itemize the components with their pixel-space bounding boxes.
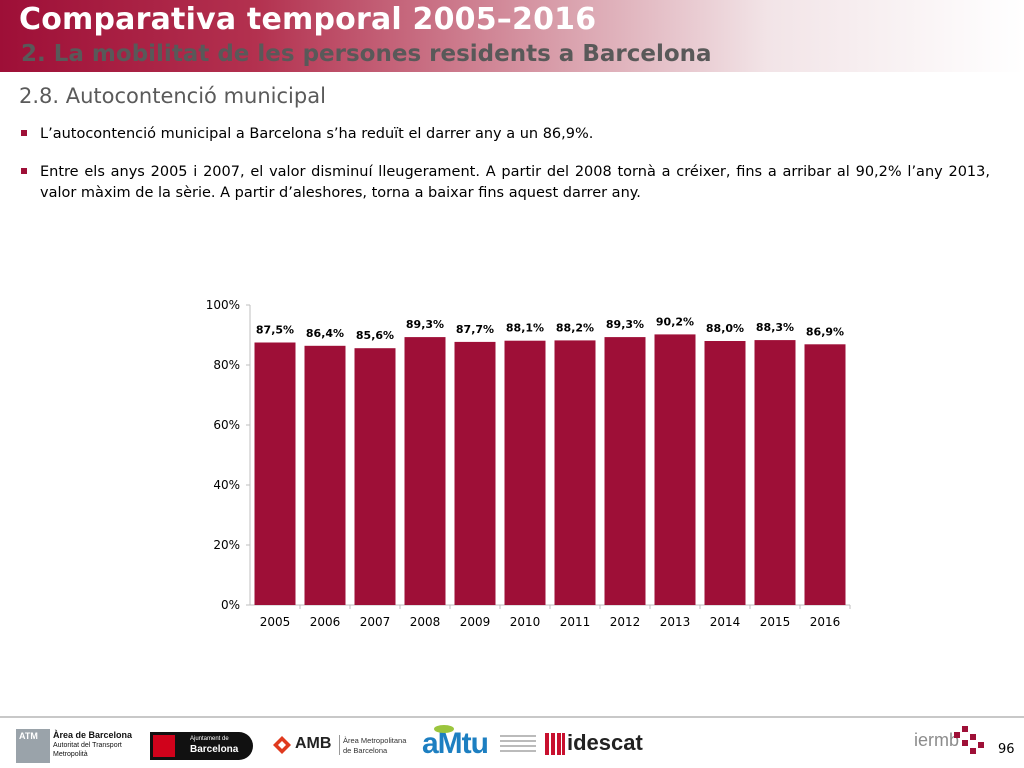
amb-divider bbox=[339, 735, 340, 755]
data-label: 86,4% bbox=[306, 327, 344, 340]
square-bullet-icon bbox=[21, 168, 27, 174]
bullet-item: L’autocontenció municipal a Barcelona s’… bbox=[20, 124, 990, 145]
bar bbox=[804, 344, 846, 605]
bar-chart: 0% 20% 40% 60% 80% 100% 87,5% 2005 86,4% 2006 85,6… bbox=[206, 298, 851, 629]
amtu-caption bbox=[500, 733, 536, 755]
idescat-name: idescat bbox=[567, 730, 643, 755]
x-tick-label: 2013 bbox=[660, 615, 691, 629]
data-label: 86,9% bbox=[806, 325, 844, 338]
amb-mark-icon bbox=[273, 736, 291, 754]
data-label: 89,3% bbox=[606, 318, 644, 331]
footer-divider bbox=[0, 716, 1024, 718]
y-tick-label: 20% bbox=[213, 538, 240, 552]
x-tick-label: 2009 bbox=[460, 615, 491, 629]
bar bbox=[604, 337, 646, 605]
bar bbox=[554, 340, 596, 605]
ajuntament-logo: Ajuntament de Barcelona bbox=[150, 732, 253, 760]
data-label: 89,3% bbox=[406, 318, 444, 331]
amtu-accent-icon bbox=[434, 725, 454, 733]
idescat-mark-icon bbox=[545, 733, 565, 755]
amb-line2: de Barcelona bbox=[343, 746, 388, 755]
bar bbox=[304, 345, 346, 605]
x-tick-label: 2015 bbox=[760, 615, 791, 629]
atm-logo-mark: ATM bbox=[16, 729, 50, 763]
x-tick-label: 2012 bbox=[610, 615, 641, 629]
x-tick-label: 2011 bbox=[560, 615, 591, 629]
shield-icon bbox=[153, 735, 175, 757]
data-label: 90,2% bbox=[656, 315, 694, 328]
x-tick-label: 2016 bbox=[810, 615, 841, 629]
amb-line1: Àrea Metropolitana bbox=[343, 736, 407, 745]
bar bbox=[454, 341, 496, 605]
bullet-text: L’autocontenció municipal a Barcelona s’… bbox=[40, 126, 594, 142]
bullet-text: Entre els anys 2005 i 2007, el valor dis… bbox=[40, 164, 990, 201]
atm-badge: ATM bbox=[19, 731, 38, 741]
y-tick-label: 100% bbox=[206, 298, 240, 312]
x-tick-label: 2014 bbox=[710, 615, 741, 629]
x-tick-label: 2010 bbox=[510, 615, 541, 629]
data-label: 88,0% bbox=[706, 322, 744, 335]
y-tick-label: 60% bbox=[213, 418, 240, 432]
atm-line2: Autoritat del Transport bbox=[53, 742, 122, 749]
ajuntament-line1: Ajuntament de bbox=[190, 736, 229, 742]
x-tick-label: 2008 bbox=[410, 615, 441, 629]
bar bbox=[254, 342, 296, 605]
amtu-name: aMtu bbox=[422, 727, 489, 760]
page-title: Comparativa temporal 2005–2016 bbox=[19, 2, 597, 37]
data-label: 87,7% bbox=[456, 323, 494, 336]
amb-name: AMB bbox=[295, 735, 332, 752]
data-label: 88,3% bbox=[756, 321, 794, 334]
y-tick-label: 0% bbox=[221, 598, 240, 612]
bullet-item: Entre els anys 2005 i 2007, el valor dis… bbox=[20, 162, 990, 204]
data-label: 88,1% bbox=[506, 322, 544, 335]
y-tick-label: 80% bbox=[213, 358, 240, 372]
bar bbox=[504, 340, 546, 605]
iermb-mark-icon bbox=[954, 726, 984, 754]
data-label: 88,2% bbox=[556, 321, 594, 334]
header-band bbox=[0, 0, 1024, 72]
page-number: 96 bbox=[998, 742, 1015, 757]
bullet-list: L’autocontenció municipal a Barcelona s’… bbox=[20, 124, 990, 221]
page-subtitle: 2. La mobilitat de les persones resident… bbox=[21, 41, 712, 67]
bar bbox=[704, 341, 746, 605]
square-bullet-icon bbox=[21, 130, 27, 136]
x-tick-label: 2007 bbox=[360, 615, 391, 629]
data-label: 85,6% bbox=[356, 329, 394, 342]
x-tick-label: 2006 bbox=[310, 615, 341, 629]
bar bbox=[354, 348, 396, 605]
section-title: 2.8. Autocontenció municipal bbox=[19, 84, 326, 108]
data-label: 87,5% bbox=[256, 324, 294, 337]
atm-line3: Metropolità bbox=[53, 751, 88, 758]
x-tick-label: 2005 bbox=[260, 615, 291, 629]
bar bbox=[654, 334, 696, 605]
y-tick-label: 40% bbox=[213, 478, 240, 492]
atm-line1: Àrea de Barcelona bbox=[53, 730, 133, 740]
bar bbox=[404, 337, 446, 605]
bar bbox=[754, 340, 796, 605]
ajuntament-line2: Barcelona bbox=[190, 744, 239, 755]
iermb-name: iermb bbox=[914, 730, 960, 750]
